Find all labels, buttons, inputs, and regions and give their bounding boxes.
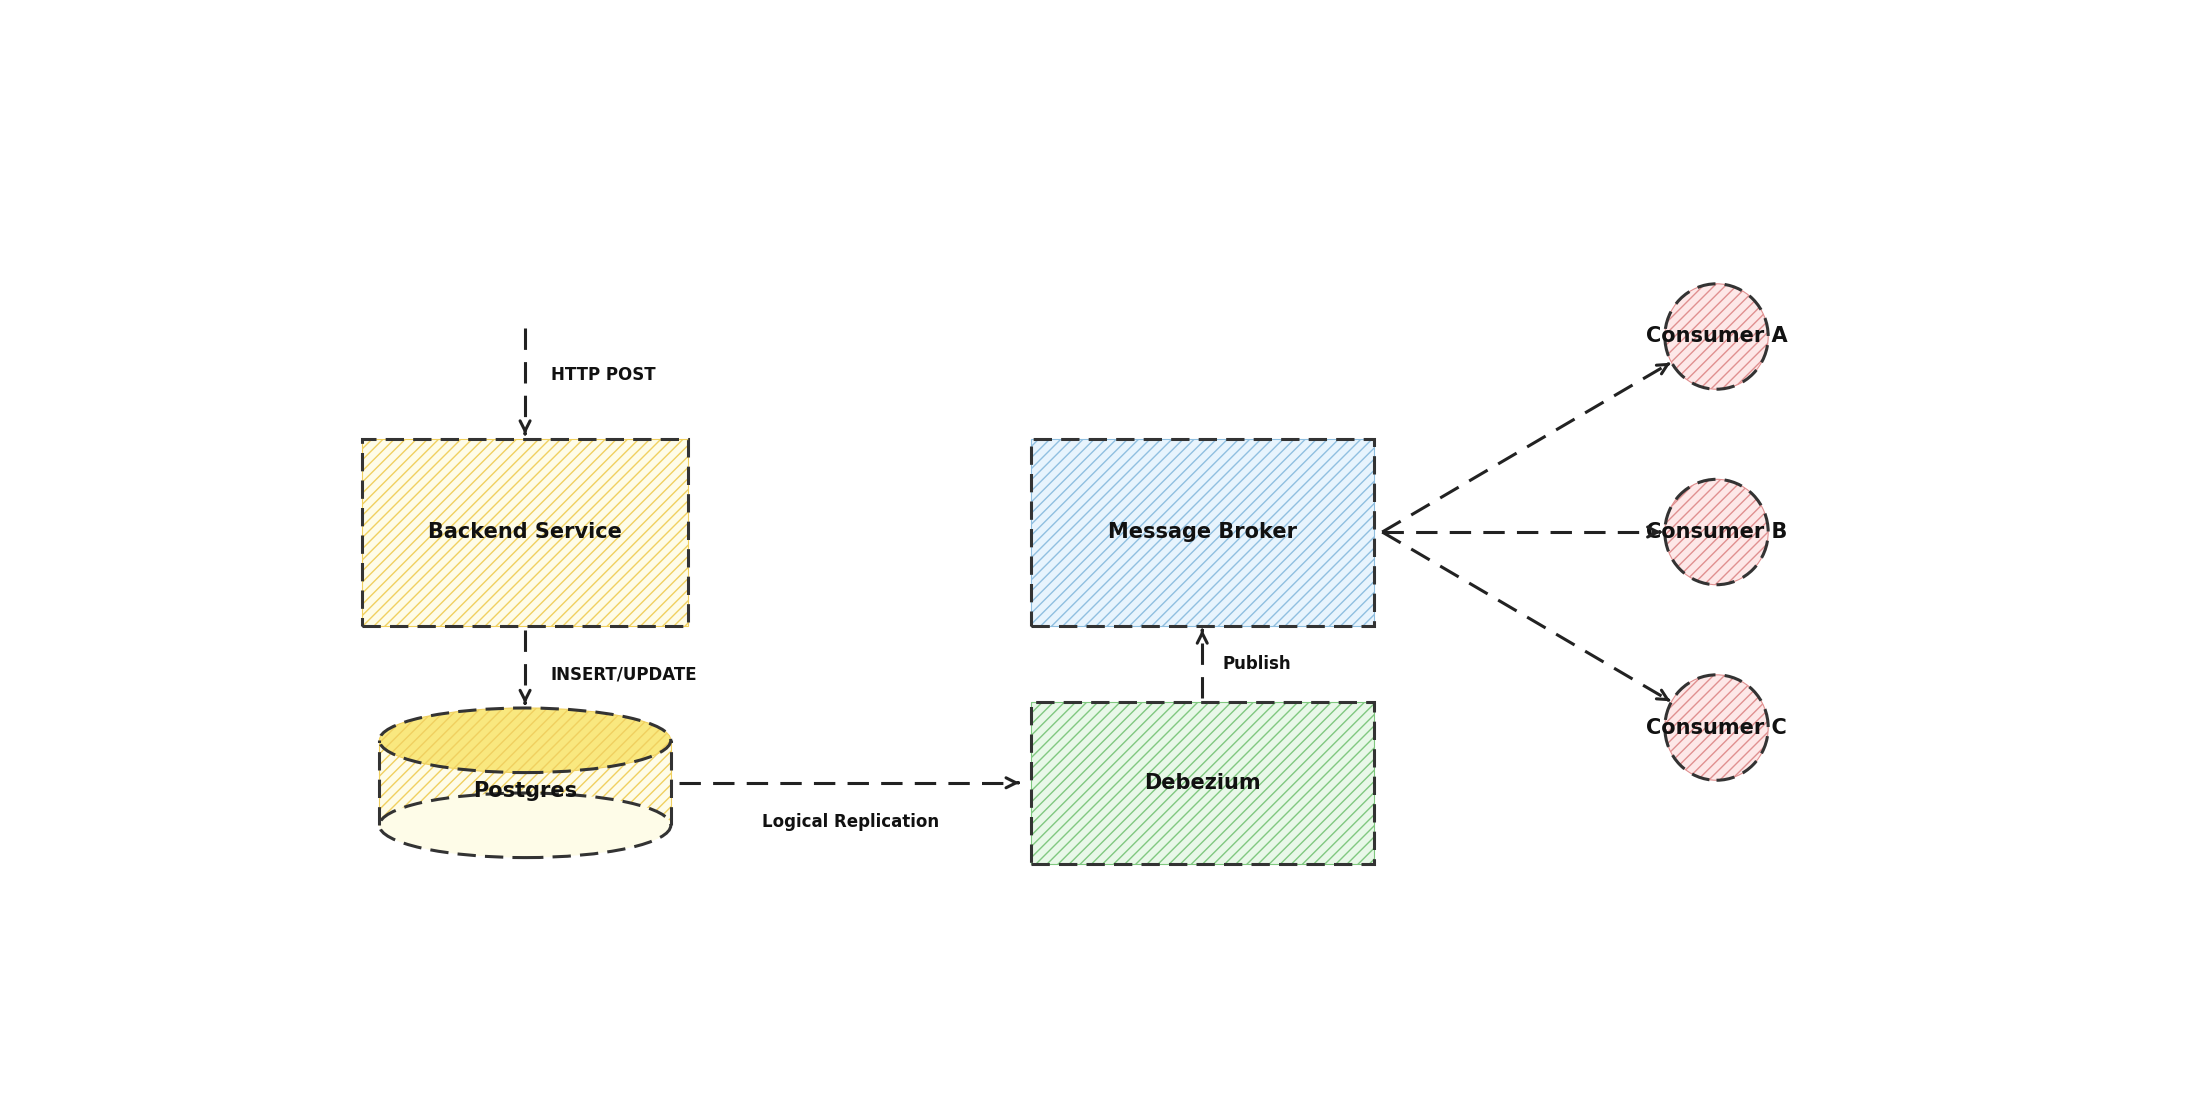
Text: Backend Service: Backend Service	[429, 522, 622, 542]
Bar	[1031, 438, 1374, 626]
Bar	[378, 741, 670, 826]
Bar	[1031, 438, 1374, 626]
Ellipse shape	[378, 708, 670, 773]
Bar	[1031, 702, 1374, 863]
Text: HTTP POST: HTTP POST	[551, 365, 655, 384]
Text: INSERT/UPDATE: INSERT/UPDATE	[551, 666, 697, 683]
Bar	[363, 438, 688, 626]
Text: Consumer C: Consumer C	[1646, 718, 1787, 737]
Ellipse shape	[378, 793, 670, 858]
Bar	[1031, 702, 1374, 863]
Text: Debezium: Debezium	[1144, 773, 1261, 793]
Text: Message Broker: Message Broker	[1108, 522, 1296, 542]
Bar	[1031, 438, 1374, 626]
Bar	[363, 438, 688, 626]
Bar	[1031, 702, 1374, 863]
Ellipse shape	[1666, 479, 1767, 585]
Text: Consumer A: Consumer A	[1646, 327, 1787, 347]
Text: Logical Replication: Logical Replication	[763, 813, 940, 830]
Ellipse shape	[1666, 284, 1767, 390]
Text: Publish: Publish	[1223, 655, 1292, 672]
Bar	[363, 438, 688, 626]
Bar	[378, 741, 670, 826]
Ellipse shape	[1666, 675, 1767, 781]
Text: Postgres: Postgres	[473, 782, 577, 802]
Text: Consumer B: Consumer B	[1646, 522, 1787, 542]
